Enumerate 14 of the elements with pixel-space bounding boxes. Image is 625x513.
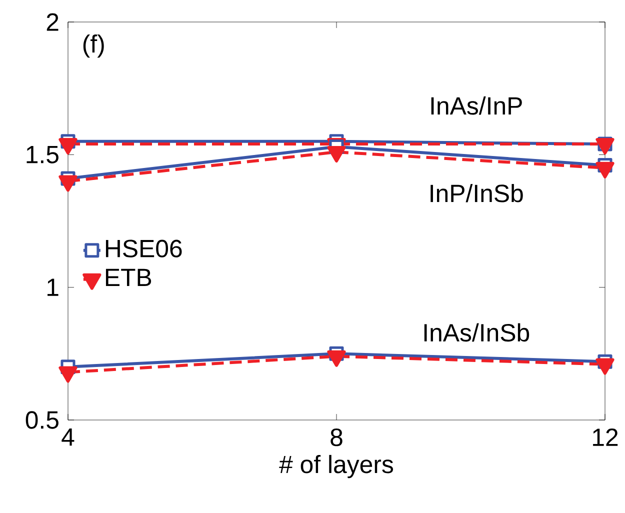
legend-label: HSE06	[106, 240, 182, 258]
annotation: InP/InSb	[430, 184, 523, 202]
x-axis-title: # of layers	[279, 454, 394, 478]
y-tick-label: 1.5	[26, 146, 58, 164]
y-tick-label: 0.5	[26, 411, 58, 429]
y-tick-label: 2	[46, 13, 58, 31]
x-tick-label: 4	[62, 428, 74, 446]
x-tick-label: 8	[330, 428, 342, 446]
legend-label: ETB	[106, 268, 152, 286]
annotation: (f)	[83, 34, 104, 58]
x-tick-label: 12	[593, 428, 618, 446]
annotation: InAs/InP	[431, 96, 522, 115]
y-tick-label: 1	[48, 278, 58, 296]
annotation: InAs/InSb	[424, 323, 530, 342]
